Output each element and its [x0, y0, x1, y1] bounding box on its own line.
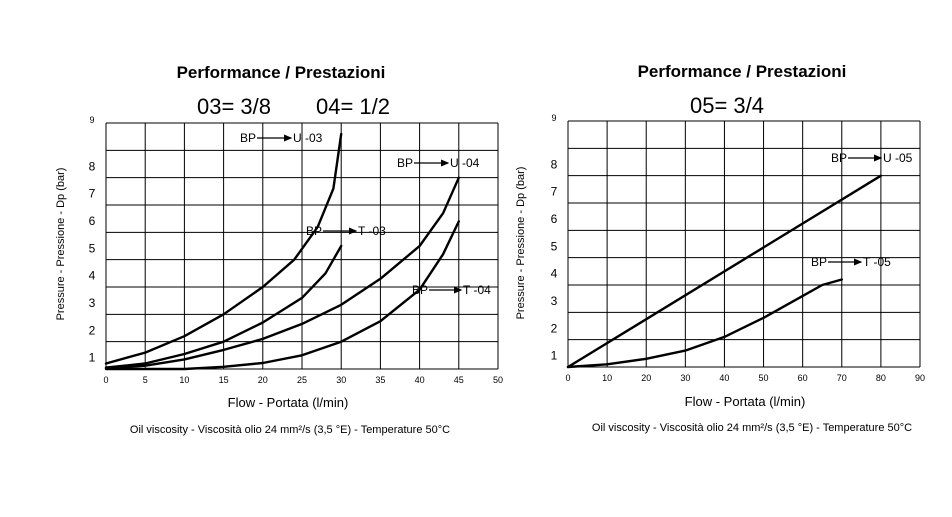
curve-label-bp: BP: [306, 224, 322, 238]
x-tick-label: 5: [143, 375, 148, 385]
series-line-bp-u-05: [566, 174, 883, 369]
y-tick-label: 4: [551, 267, 558, 281]
chart-right-ylabel: Pressure - Pressione - Dp (bar): [515, 167, 527, 320]
y-tick-label: 5: [89, 241, 96, 255]
curve-label-bp: BP: [831, 151, 847, 165]
chart-left: Performance / Prestazioni 03= 3/8 04= 1/…: [55, 63, 503, 436]
chart-left-grid: [105, 122, 499, 370]
x-tick-label: 50: [759, 373, 769, 383]
series-line-bp-t-04: [104, 220, 460, 371]
curve-label-u-04: BP U -04: [397, 156, 480, 170]
y-tick-label: 1: [89, 351, 96, 365]
y-tick-label: 5: [551, 239, 558, 253]
curve-label-tag: U -04: [450, 156, 480, 170]
x-tick-label: 30: [336, 375, 346, 385]
chart-right-subtitle-05: 05= 3/4: [690, 93, 764, 118]
series-line-bp-u-04: [104, 176, 460, 370]
y-tick-label: 7: [89, 187, 96, 201]
chart-left-subtitle-04: 04= 1/2: [316, 94, 390, 119]
curve-label-u-03: BP U -03: [240, 131, 323, 145]
chart-left-subtitle-03: 03= 3/8: [197, 94, 271, 119]
x-tick-label: 20: [258, 375, 268, 385]
x-tick-label: 50: [493, 375, 503, 385]
chart-right-xlabel: Flow - Portata (l/min): [685, 394, 806, 409]
y-tick-label: 8: [551, 157, 558, 171]
curve-label-tag: U -03: [293, 131, 323, 145]
curve-label-tag: T -03: [358, 224, 386, 238]
x-tick-label: 45: [454, 375, 464, 385]
y-tick-label: 7: [551, 185, 558, 199]
y-tick-label: 9: [551, 113, 556, 123]
series-line-bp-t-05: [566, 278, 843, 369]
y-tick-label: 2: [89, 323, 96, 337]
curve-label-u-05: BP U -05: [831, 151, 913, 165]
x-tick-label: 10: [179, 375, 189, 385]
series-line-bp-t-03: [104, 244, 343, 369]
x-tick-label: 10: [602, 373, 612, 383]
curve-label-bp: BP: [412, 283, 428, 297]
x-tick-label: 25: [297, 375, 307, 385]
x-tick-label: 20: [641, 373, 651, 383]
chart-left-note: Oil viscosity - Viscosità olio 24 mm²/s …: [130, 424, 450, 436]
y-tick-label: 4: [89, 269, 96, 283]
curve-label-bp: BP: [811, 255, 827, 269]
x-tick-label: 70: [837, 373, 847, 383]
chart-right-note: Oil viscosity - Viscosità olio 24 mm²/s …: [592, 422, 912, 434]
curve-label-bp: BP: [240, 131, 256, 145]
x-tick-label: 0: [103, 375, 108, 385]
curve-label-t-04: BP T -04: [412, 283, 491, 297]
x-tick-label: 0: [565, 373, 570, 383]
chart-right: Performance / Prestazioni 05= 3/4 1 2 3 4 5 6…: [515, 62, 925, 434]
x-tick-label: 15: [219, 375, 229, 385]
x-tick-label: 80: [876, 373, 886, 383]
x-tick-label: 35: [375, 375, 385, 385]
chart-right-title: Performance / Prestazioni: [638, 62, 847, 81]
x-tick-label: 40: [415, 375, 425, 385]
x-tick-label: 40: [719, 373, 729, 383]
y-tick-label: 8: [89, 159, 96, 173]
y-tick-label: 3: [89, 296, 96, 310]
series-line-bp-u-03: [104, 132, 343, 365]
chart-left-xlabel: Flow - Portata (l/min): [228, 395, 349, 410]
y-tick-label: 3: [551, 294, 558, 308]
curve-label-bp: BP: [397, 156, 413, 170]
curve-label-tag: U -05: [883, 151, 913, 165]
y-tick-label: 9: [89, 115, 94, 125]
curve-label-t-03: BP T -03: [306, 224, 386, 238]
curve-label-tag: T -04: [463, 283, 491, 297]
curve-label-tag: T -05: [863, 255, 891, 269]
x-tick-label: 30: [680, 373, 690, 383]
y-tick-label: 1: [551, 349, 558, 363]
curve-label-t-05: BP T -05: [811, 255, 891, 269]
chart-left-title: Performance / Prestazioni: [177, 63, 386, 82]
y-tick-label: 6: [551, 212, 558, 226]
x-tick-label: 90: [915, 373, 925, 383]
chart-left-ylabel: Pressure - Pressione - Dp (bar): [55, 168, 67, 321]
y-tick-label: 2: [551, 321, 558, 335]
y-tick-label: 6: [89, 214, 96, 228]
chart-right-grid: [567, 120, 921, 368]
x-tick-label: 60: [798, 373, 808, 383]
